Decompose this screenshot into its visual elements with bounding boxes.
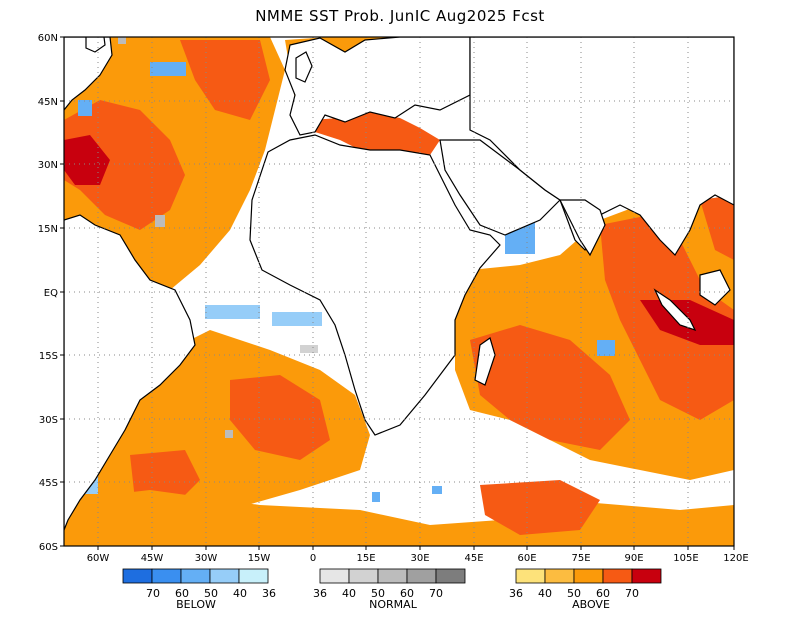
legend-normal: [319, 568, 466, 584]
lat-label: 60N: [38, 33, 58, 44]
lon-label: 15E: [356, 553, 375, 564]
greenland-outline: [85, 37, 106, 53]
lon-label: 90E: [624, 553, 643, 564]
legend-below-tick: 60: [175, 587, 189, 600]
legend-below: [122, 568, 269, 584]
normal-spot-1: [118, 37, 126, 44]
north-atlantic-above-60b: [180, 40, 270, 120]
legend-normal-tick: 50: [371, 587, 385, 600]
longitude-labels: 60W 45W 30W 15W 0 15E 30E 45E 60E 75E 90…: [87, 553, 749, 564]
map-title: NMME SST Prob. JunIC Aug2025 Fcst: [255, 7, 545, 25]
legend-below-title: BELOW: [176, 598, 216, 611]
below-spot-south-atlantic: [372, 492, 380, 502]
legend-below-swatch: [151, 568, 182, 584]
uk-outline: [295, 51, 313, 83]
legend-above-swatch: [573, 568, 604, 584]
below-spot-gulf-guinea: [205, 305, 260, 319]
legend-normal-swatch: [377, 568, 408, 584]
legend-below-swatch: [238, 568, 269, 584]
axis-ticks: [60, 36, 735, 550]
legend-normal-swatch: [406, 568, 437, 584]
legend-above-title: ABOVE: [572, 598, 610, 611]
west-pacific-above: [700, 195, 734, 260]
europe-outline: [284, 37, 471, 136]
legend-above-swatch: [631, 568, 662, 584]
grid-lines: [64, 37, 734, 546]
north-america-outline: [64, 37, 113, 111]
legend-below-swatch: [122, 568, 153, 584]
legend-above-tick: 70: [625, 587, 639, 600]
madagascar-outline: [474, 337, 496, 386]
southern-ocean-above-60: [480, 480, 600, 535]
lon-label: 30W: [195, 553, 218, 564]
lat-label: 60S: [39, 542, 58, 553]
legend-below-tick: 50: [204, 587, 218, 600]
below-spot-labrador: [150, 62, 186, 76]
lat-label: 30N: [38, 160, 58, 171]
legend-above-tick: 40: [538, 587, 552, 600]
lat-label: 15N: [38, 224, 58, 235]
mediterranean-above-region: [310, 112, 440, 155]
legend-above-tick: 36: [509, 587, 523, 600]
legend-above-swatch: [602, 568, 633, 584]
legend-normal-swatch: [319, 568, 350, 584]
legend-below-tick: 70: [146, 587, 160, 600]
lat-label: EQ: [44, 288, 58, 299]
legend-normal-swatch: [435, 568, 466, 584]
legend-normal-tick: 70: [429, 587, 443, 600]
lon-label: 105E: [673, 553, 698, 564]
legend-normal-title: NORMAL: [369, 598, 418, 611]
lat-label: 45N: [38, 97, 58, 108]
lon-label: 45W: [141, 553, 164, 564]
south-america-outline: [64, 214, 196, 531]
africa-outline: [249, 134, 501, 436]
asia-outline: [469, 37, 734, 256]
normal-spot-2: [155, 215, 165, 227]
legend-above-tick: 50: [567, 587, 581, 600]
legend-below-swatch: [209, 568, 240, 584]
coastlines: [64, 37, 734, 531]
normal-spot-3: [225, 430, 233, 438]
lon-label: 0: [310, 553, 316, 564]
legend-above-tick: 60: [596, 587, 610, 600]
latitude-labels: 60N 45N 30N 15N EQ 15S 30S 45S 60S: [38, 33, 58, 553]
north-atlantic-above-60: [64, 100, 185, 230]
legend-above-swatch: [544, 568, 575, 584]
below-spot-indian: [597, 340, 615, 356]
lat-label: 30S: [39, 415, 58, 426]
legend-normal-tick: 40: [342, 587, 356, 600]
below-spot-tropical-atlantic: [272, 312, 322, 326]
south-atlantic-above-60: [230, 375, 330, 460]
lon-label: 30E: [410, 553, 429, 564]
legend-above: [515, 568, 662, 584]
normal-spot-4: [300, 345, 318, 353]
below-spot-south-indian: [432, 486, 442, 494]
legend-below-tick: 40: [233, 587, 247, 600]
india-outline: [559, 199, 606, 257]
legend-normal-tick: 60: [400, 587, 414, 600]
legend-above-swatch: [515, 568, 546, 584]
lon-label: 60W: [87, 553, 110, 564]
lat-label: 15S: [39, 351, 58, 362]
lon-label: 45E: [464, 553, 483, 564]
lon-label: 60E: [517, 553, 536, 564]
lon-label: 15W: [248, 553, 271, 564]
lon-label: 120E: [723, 553, 748, 564]
legend-below-swatch: [180, 568, 211, 584]
lon-label: 75E: [571, 553, 590, 564]
lat-label: 45S: [39, 478, 58, 489]
near-normal-regions: [118, 37, 318, 438]
sumatra-outline: [653, 288, 697, 332]
legend-below-tick: 36: [262, 587, 276, 600]
below-spot-west-atlantic: [78, 100, 92, 116]
legend-normal-swatch: [348, 568, 379, 584]
legend-normal-tick: 36: [313, 587, 327, 600]
